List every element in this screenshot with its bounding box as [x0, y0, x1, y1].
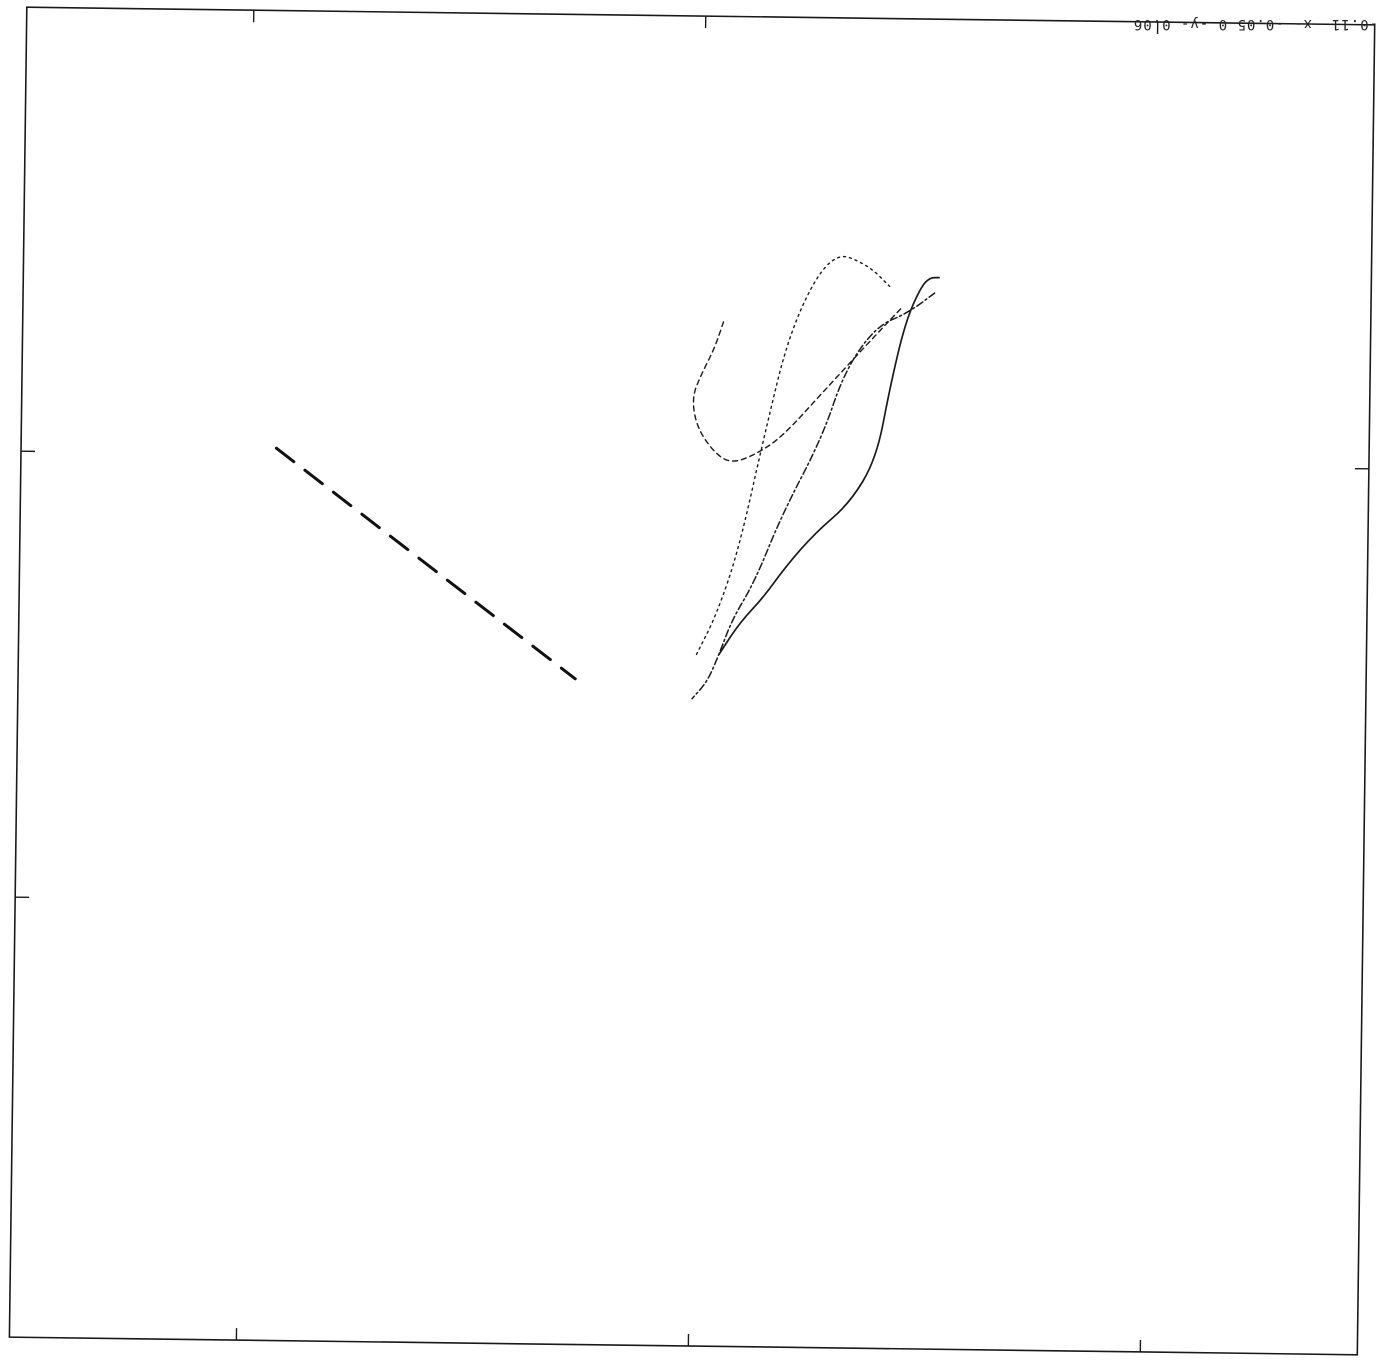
series-dashed-3 — [692, 307, 902, 462]
series-solid-0 — [718, 276, 940, 656]
range-header: -0.11 -x- -0.05 0 -y- 0.06 — [1133, 16, 1378, 32]
plot-frame — [8, 6, 1376, 1356]
series-axis-4 — [274, 446, 577, 681]
trajectory-curves — [274, 255, 940, 700]
plot-frame-group — [8, 6, 1376, 1356]
series-dotted-2 — [695, 255, 891, 656]
series-dashdot-1 — [691, 292, 936, 700]
